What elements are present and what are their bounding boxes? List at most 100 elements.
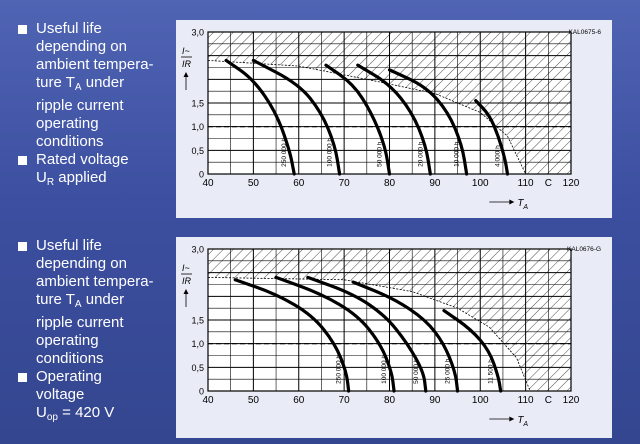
bullet-line: voltage — [36, 386, 85, 403]
bullet-square-icon — [18, 373, 27, 382]
x-tick-label: 100 — [472, 178, 489, 189]
x-tick-label: 80 — [384, 178, 396, 189]
bullet-item: Useful life depending on ambient tempera… — [18, 237, 154, 368]
x-tick-label: 60 — [293, 178, 305, 189]
series-curve — [233, 278, 351, 393]
series-label: 100 000 h — [327, 138, 334, 167]
useful-life-chart-1: 250 000 h 100 000 h 50 000 h 20 000 h 10 000… — [181, 28, 601, 211]
useful-life-chart-2: 250 000 h 100 000 h 50 000 h 25 000 h 11 500… — [181, 245, 601, 428]
y-axis-label-top: I~ — [182, 263, 190, 273]
x-tick-label: 70 — [339, 395, 351, 406]
x-tick-label: 110 — [518, 178, 534, 189]
x-tick-label: 120 — [563, 178, 580, 189]
limit-curve — [207, 277, 531, 392]
y-tick-label: 0 — [199, 387, 204, 397]
series-label: 250 000 h — [281, 138, 288, 167]
bullet-line: conditions — [36, 133, 104, 150]
series-curve — [306, 275, 428, 393]
bullet-line: ambient tempera- — [36, 56, 154, 73]
x-tick-label: 90 — [429, 395, 441, 406]
bullet-square-icon — [18, 25, 27, 34]
bullet-line: Operating — [36, 368, 102, 385]
bullet-item: Operating voltage Uop = 420 V — [18, 368, 154, 427]
x-tick-label: 80 — [384, 395, 396, 406]
bullet-line: Rated voltage — [36, 151, 129, 168]
chart-panel-1: 250 000 h 100 000 h 50 000 h 20 000 h 10 000… — [176, 20, 612, 218]
series-label: 250 000 h — [336, 355, 343, 384]
x-axis-arrowhead-icon — [509, 416, 515, 422]
series-label: 20 000 h — [417, 141, 424, 167]
bullet-line: conditions — [36, 350, 104, 367]
chart-code-label: KAL0676-G — [567, 246, 601, 253]
bullet-line: ripple current — [36, 97, 124, 114]
series-label: 10 000 h — [454, 141, 461, 167]
y-axis-arrowhead-icon — [183, 72, 189, 77]
x-tick-label: 110 — [518, 395, 534, 406]
y-tick-label: 3,0 — [191, 28, 204, 38]
series-label: 4 000 h — [494, 145, 501, 167]
y-axis-label-bottom: IR — [182, 276, 192, 286]
bullet-item: Useful life depending on ambient tempera… — [18, 20, 154, 151]
limit-curve — [207, 60, 526, 175]
chart-code-label: KAL0675-6 — [568, 29, 601, 36]
bullet-item: Rated voltage UR applied — [18, 151, 154, 192]
series-curve — [356, 63, 432, 176]
y-axis-label-top: I~ — [182, 46, 190, 56]
y-tick-label: 0 — [199, 170, 204, 180]
series-label: 50 000 h — [413, 358, 420, 384]
y-tick-label: 1,0 — [191, 122, 204, 132]
x-tick-label: 90 — [429, 178, 441, 189]
series-curve — [474, 99, 510, 176]
series-curve — [387, 68, 469, 176]
x-tick-label: 60 — [293, 395, 305, 406]
x-axis-label-subscript: A — [522, 421, 528, 428]
series-curve — [351, 280, 460, 393]
series-label: 11 500 h — [488, 359, 495, 384]
bullet-line: operating — [36, 332, 99, 349]
y-tick-label: 1,0 — [191, 339, 204, 349]
x-axis-arrowhead-icon — [509, 199, 515, 205]
bullet-line: operating — [36, 115, 99, 132]
bullet-line: Uop = 420 V — [36, 404, 115, 423]
x-tick-label: C — [545, 178, 552, 189]
bullet-line: depending on — [36, 38, 127, 55]
plot-frame — [207, 248, 572, 392]
bullet-line: ripple current — [36, 314, 124, 331]
bullet-line: Useful life — [36, 237, 102, 254]
bullet-line: Useful life — [36, 20, 102, 37]
bullet-square-icon — [18, 156, 27, 165]
x-tick-label: 120 — [563, 395, 580, 406]
x-tick-label: 50 — [248, 395, 260, 406]
x-axis-label: T — [517, 415, 524, 426]
y-tick-label: 1,5 — [191, 99, 204, 109]
bullet-square-icon — [18, 242, 27, 251]
series-curve — [224, 58, 296, 176]
series-label: 50 000 h — [377, 141, 384, 167]
y-axis-arrowhead-icon — [183, 289, 189, 294]
chart-panel-2: 250 000 h 100 000 h 50 000 h 25 000 h 11 500… — [176, 237, 612, 438]
x-tick-label: 50 — [248, 178, 260, 189]
x-axis-label-subscript: A — [522, 204, 528, 211]
bullet-line: ture TA under — [36, 74, 125, 93]
y-axis-label-bottom: IR — [182, 59, 192, 69]
series-label: 25 000 h — [445, 358, 452, 384]
bullet-line: ture TA under — [36, 291, 125, 310]
y-tick-label: 3,0 — [191, 245, 204, 255]
x-tick-label: 40 — [202, 395, 214, 406]
series-curve — [442, 308, 503, 393]
text-block-1: Useful life depending on ambient tempera… — [18, 20, 154, 192]
x-axis-label: T — [517, 198, 524, 209]
text-block-2: Useful life depending on ambient tempera… — [18, 237, 154, 427]
y-tick-label: 1,5 — [191, 316, 204, 326]
bullet-line: UR applied — [36, 169, 107, 188]
y-tick-label: 0,5 — [191, 363, 204, 373]
x-tick-label: 40 — [202, 178, 214, 189]
series-curve — [324, 63, 392, 176]
bullet-line: depending on — [36, 255, 127, 272]
x-tick-label: 100 — [472, 395, 489, 406]
series-curve — [251, 58, 342, 176]
x-tick-label: 70 — [339, 178, 351, 189]
x-tick-label: C — [545, 395, 552, 406]
bullet-line: ambient tempera- — [36, 273, 154, 290]
series-curve — [274, 275, 396, 393]
